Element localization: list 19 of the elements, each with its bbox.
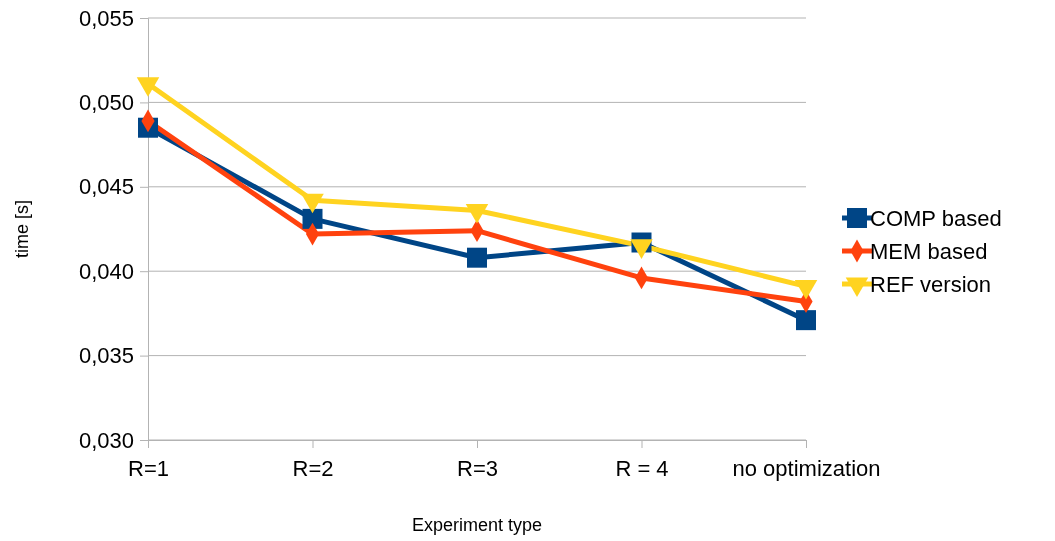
y-tick-label: 0,040	[78, 258, 134, 284]
y-tick-label: 0,035	[78, 343, 134, 369]
x-tick-label: R=2	[292, 455, 334, 481]
x-axis-title: Experiment type	[411, 515, 543, 535]
y-tick-label: 0,030	[78, 427, 134, 453]
legend-label: MEM based	[870, 239, 988, 264]
x-tick-label: R = 4	[615, 455, 669, 481]
point	[467, 247, 487, 268]
y-tick-label: 0,045	[78, 174, 134, 200]
legend-label: COMP based	[870, 206, 1002, 231]
x-tick-label: R=3	[457, 455, 498, 481]
y-tick-label: 0,055	[78, 5, 134, 31]
point	[302, 208, 323, 229]
point	[796, 310, 816, 331]
x-tick-label: no optimization	[732, 455, 881, 481]
y-axis-title: time [s]	[12, 199, 32, 259]
y-tick-label: 0,050	[78, 89, 134, 115]
legend-label: REF version	[870, 272, 992, 297]
x-tick-label: R=1	[128, 455, 169, 481]
